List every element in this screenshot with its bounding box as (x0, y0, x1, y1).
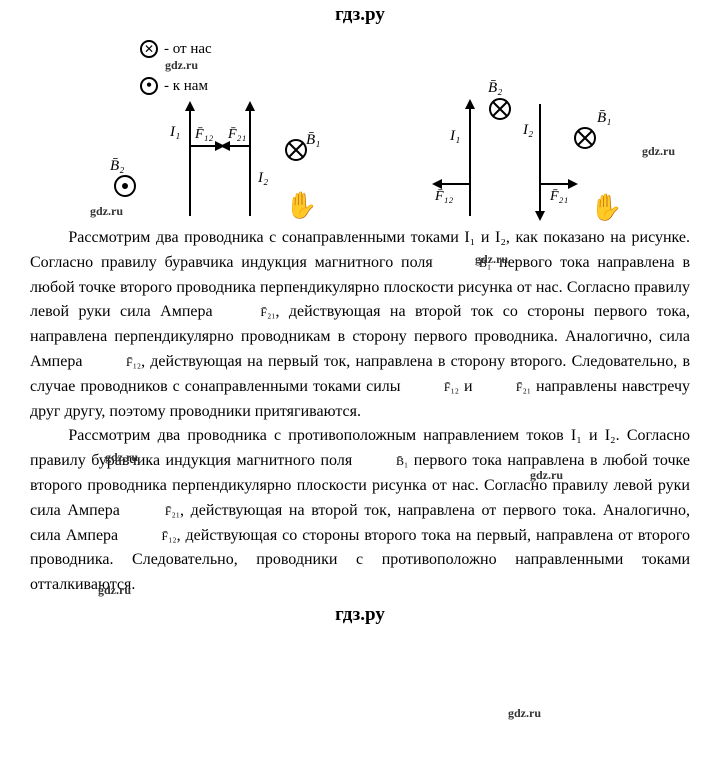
sym-F12: F̄₁₂ (88, 353, 141, 372)
sym-F21: F̄₂₁ (222, 303, 275, 322)
svg-text:B̄₂: B̄₂ (110, 158, 124, 174)
header-watermark: гдз.ру (30, 0, 690, 26)
sym-F21: F̄₂₁ (127, 502, 180, 521)
physics-diagram: ✕ - от нас gdz.ru • - к нам I₁ I₂ (30, 26, 690, 226)
legend-away-label: - от нас (164, 41, 212, 58)
inline-watermark: gdz.ru (530, 466, 563, 485)
svg-text:I₂: I₂ (522, 122, 533, 138)
svg-text:B̄₁: B̄₁ (306, 132, 320, 148)
svg-text:B̄₂: B̄₂ (488, 80, 502, 96)
inline-watermark: gdz.ru (90, 204, 123, 219)
sym-F21b: F̄₂₁ (478, 378, 531, 397)
explanation-text: Рассмотрим два проводника с сонаправленн… (30, 226, 690, 598)
inline-watermark: gdz.ru (642, 144, 675, 159)
svg-text:F̄₂₁: F̄₂₁ (227, 127, 246, 142)
svg-text:I₁: I₁ (169, 124, 180, 140)
sym-F12: F̄₁₂ (123, 527, 176, 546)
inline-watermark: gdz.ru (98, 581, 131, 600)
inline-watermark: gdz.ru (165, 58, 237, 73)
right-scenario: I₁ I₂ F̄₁₂ F̄₂₁ B̄₂ B̄₁ ✋ (375, 76, 675, 226)
inline-watermark: gdz.ru (475, 250, 508, 269)
svg-text:F̄₂₁: F̄₂₁ (549, 189, 568, 204)
legend-away: ✕ - от нас (140, 40, 212, 58)
svg-text:✋: ✋ (285, 190, 317, 220)
cross-icon: ✕ (140, 40, 158, 58)
svg-text:✋: ✋ (590, 192, 622, 222)
document-page: гдз.ру ✕ - от нас gdz.ru • - к нам I₁ (0, 0, 720, 766)
paragraph-1: Рассмотрим два проводника с сонаправленн… (30, 226, 690, 424)
svg-text:B̄₁: B̄₁ (597, 110, 611, 126)
inline-watermark: gdz.ru (105, 448, 138, 467)
inline-watermark: gdz.ru (508, 704, 541, 723)
svg-text:F̄₁₂: F̄₁₂ (434, 189, 453, 204)
sym-F12b: F̄₁₂ (406, 378, 459, 397)
svg-text:F̄₁₂: F̄₁₂ (194, 127, 213, 142)
p1-t5: и (459, 378, 478, 395)
svg-text:I₁: I₁ (449, 128, 460, 144)
sym-B1: B̄₁ (358, 452, 409, 471)
svg-text:I₂: I₂ (257, 170, 268, 186)
footer-watermark: гдз.ру (30, 598, 690, 626)
